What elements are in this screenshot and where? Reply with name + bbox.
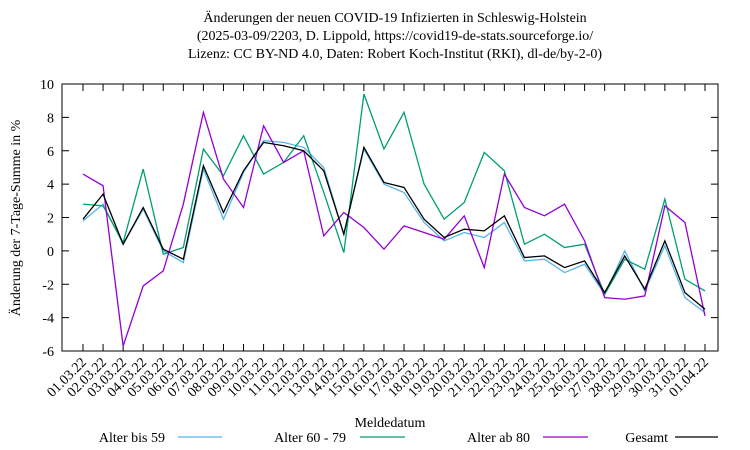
y-tick-label: 0 [47,245,54,260]
y-tick-label: 8 [47,111,54,126]
y-axis-label: Änderung der 7-Tage-Summe in % [7,119,24,316]
x-axis-label: Meldedatum [355,416,426,431]
legend-label: Alter ab 80 [467,431,530,446]
y-tick-label: 4 [47,178,54,193]
chart-title: (2025-03-09/2203, D. Lippold, https://co… [197,29,593,44]
legend-label: Alter bis 59 [99,431,165,446]
y-tick-label: -2 [42,278,54,293]
series-line [82,141,706,310]
y-tick-label: 2 [47,212,54,227]
chart-title: Lizenz: CC BY-ND 4.0, Daten: Robert Koch… [188,47,602,62]
legend-label: Alter 60 - 79 [274,431,346,446]
legend-label: Gesamt [625,431,668,446]
y-tick-label: 6 [47,145,54,160]
y-tick-label: -4 [42,312,54,327]
series-line [82,109,706,347]
series-line [82,93,706,296]
y-tick-label: 10 [40,78,54,93]
chart-title: Änderungen der neuen COVID-19 Infizierte… [203,9,586,26]
plot-border [61,83,719,352]
y-tick-label: -6 [42,345,54,360]
